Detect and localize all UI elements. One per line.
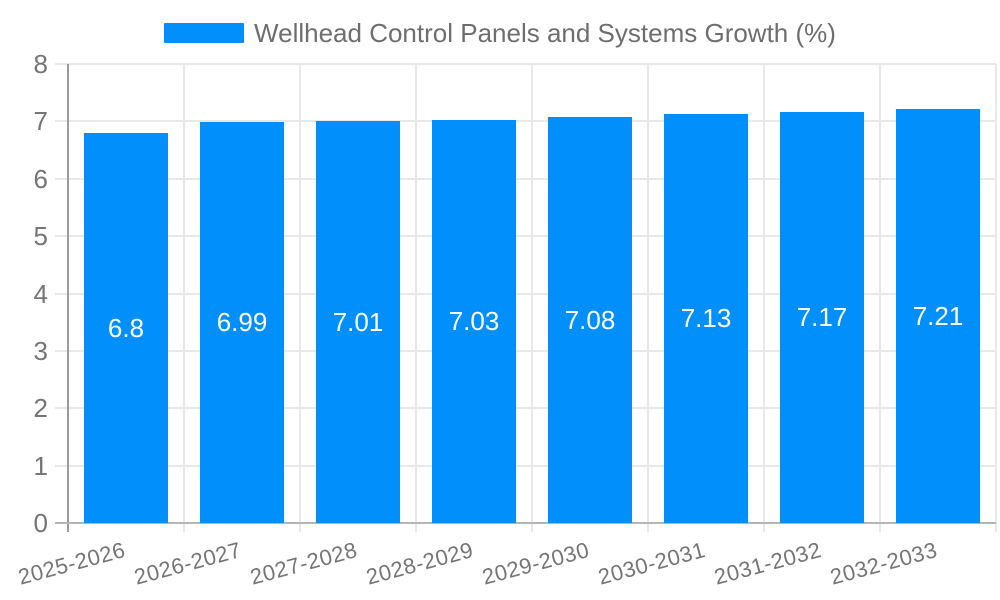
y-gridline xyxy=(55,465,996,467)
y-axis-label: 8 xyxy=(33,49,48,79)
y-gridline xyxy=(55,350,996,352)
y-axis-label: 7 xyxy=(33,106,48,136)
y-gridline xyxy=(55,120,996,122)
x-gridline xyxy=(531,64,533,532)
bar-value-label: 6.8 xyxy=(107,312,145,343)
bar-value-label: 7.08 xyxy=(564,304,616,335)
x-axis-label: 2026-2027 xyxy=(131,537,245,590)
y-gridline xyxy=(55,63,996,65)
bar-value-label: 7.03 xyxy=(448,306,500,337)
x-gridline xyxy=(763,64,765,532)
x-axis-label: 2031-2032 xyxy=(711,537,825,590)
y-gridline xyxy=(55,178,996,180)
y-axis-label: 6 xyxy=(33,164,48,194)
x-gridline xyxy=(299,64,301,532)
x-axis-label: 2029-2030 xyxy=(479,537,593,590)
bar[interactable] xyxy=(664,113,748,523)
x-gridline xyxy=(879,64,881,532)
y-axis-label: 2 xyxy=(33,393,48,423)
x-axis-label: 2027-2028 xyxy=(247,537,361,590)
x-axis-label: 2025-2026 xyxy=(15,537,129,590)
y-gridline xyxy=(55,293,996,295)
y-axis-label: 4 xyxy=(33,279,48,309)
bar-value-label: 7.17 xyxy=(796,302,848,333)
x-gridline xyxy=(995,64,997,532)
bar[interactable] xyxy=(200,121,284,523)
legend-label: Wellhead Control Panels and Systems Grow… xyxy=(254,18,836,48)
legend-swatch-icon xyxy=(164,23,245,43)
x-gridline xyxy=(415,64,417,532)
x-gridline xyxy=(183,64,185,532)
x-gridline xyxy=(647,64,649,532)
legend[interactable]: Wellhead Control Panels and Systems Grow… xyxy=(0,20,1000,46)
bar-value-label: 6.99 xyxy=(216,307,268,338)
bar[interactable] xyxy=(896,109,980,523)
x-axis-label: 2028-2029 xyxy=(363,537,477,590)
y-axis-label: 5 xyxy=(33,221,48,251)
y-axis-label: 3 xyxy=(33,336,48,366)
x-axis-label: 2032-2033 xyxy=(827,537,941,590)
x-axis-label: 2030-2031 xyxy=(595,537,709,590)
bar[interactable] xyxy=(84,132,168,523)
bar[interactable] xyxy=(780,111,864,523)
y-axis-line xyxy=(67,64,69,532)
bar[interactable] xyxy=(432,119,516,523)
bar-value-label: 7.13 xyxy=(680,303,732,334)
x-axis-line xyxy=(55,522,996,524)
bar-value-label: 7.01 xyxy=(332,306,384,337)
y-gridline xyxy=(55,407,996,409)
bar-value-label: 7.21 xyxy=(912,301,964,332)
y-axis-label: 0 xyxy=(33,508,48,538)
bar[interactable] xyxy=(316,120,400,523)
y-gridline xyxy=(55,235,996,237)
y-axis-label: 1 xyxy=(33,451,48,481)
bar[interactable] xyxy=(548,116,632,523)
